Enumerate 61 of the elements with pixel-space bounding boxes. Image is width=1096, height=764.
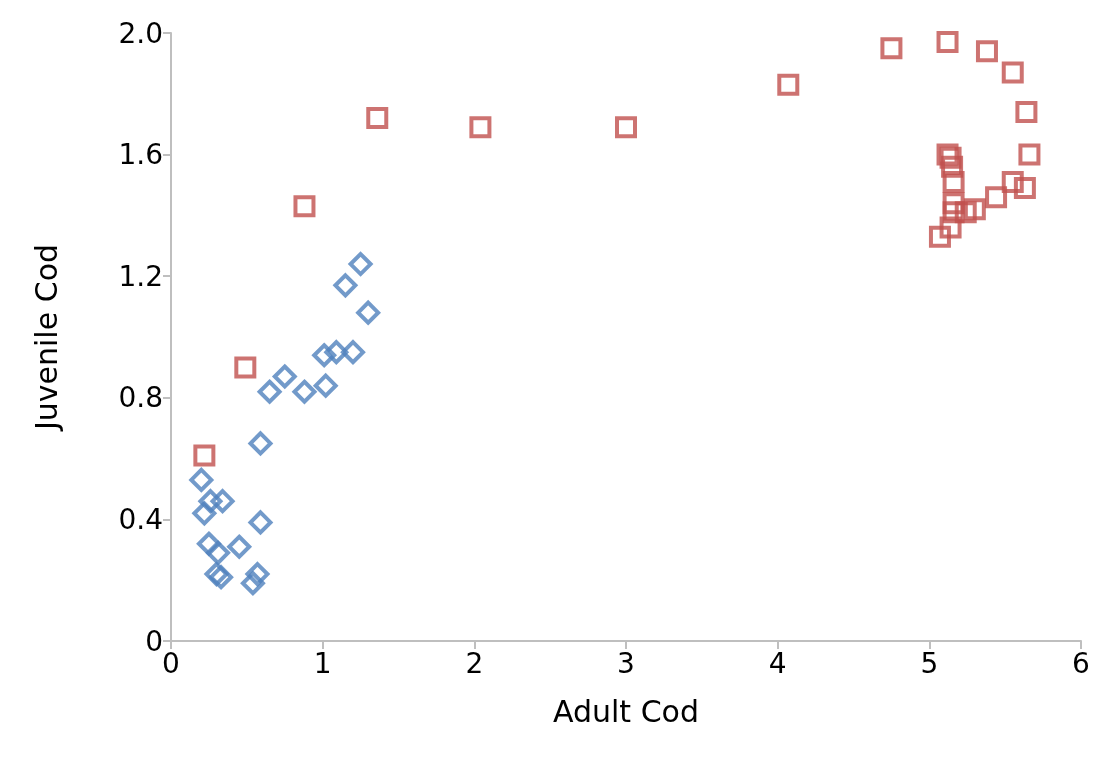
y-tick-label: 0 <box>145 624 163 658</box>
point <box>963 198 986 221</box>
point <box>615 116 637 139</box>
point <box>939 216 962 239</box>
point <box>210 489 235 514</box>
point <box>248 510 273 535</box>
point <box>341 340 365 365</box>
point <box>189 467 214 492</box>
point <box>192 501 217 526</box>
point <box>985 186 1008 209</box>
x-tick-label: 2 <box>465 646 484 680</box>
point <box>954 201 977 224</box>
point <box>777 73 800 96</box>
point <box>204 562 229 587</box>
point <box>880 37 903 60</box>
x-tick-label: 6 <box>1072 646 1090 680</box>
y-tick-label: 0.8 <box>118 381 163 415</box>
x-tick-label: 1 <box>313 646 332 680</box>
point <box>333 273 358 298</box>
point <box>942 170 965 193</box>
point <box>936 31 959 54</box>
point <box>942 201 965 224</box>
x-axis-title: Adult Cod <box>552 693 700 729</box>
point <box>975 40 998 63</box>
x-tick-label: 3 <box>617 646 635 680</box>
point <box>312 343 337 368</box>
point <box>1015 101 1038 124</box>
point <box>1013 177 1036 200</box>
point <box>356 300 381 325</box>
point <box>941 155 964 178</box>
x-tick-label: 5 <box>920 646 939 680</box>
point <box>196 531 221 556</box>
point <box>292 379 317 404</box>
point <box>469 116 492 139</box>
point <box>942 192 965 215</box>
point <box>1001 61 1024 84</box>
point <box>324 340 349 365</box>
y-tick-label: 1.2 <box>118 259 163 293</box>
point <box>1001 170 1024 193</box>
point <box>293 195 316 218</box>
y-axis-title: Juvenile Cod <box>28 243 64 433</box>
point <box>209 565 234 590</box>
point <box>234 356 257 379</box>
point <box>240 571 265 596</box>
point <box>313 373 338 398</box>
point <box>227 534 252 559</box>
point <box>366 107 389 130</box>
point <box>928 225 951 248</box>
point <box>245 562 270 587</box>
point <box>348 252 373 277</box>
point <box>206 540 231 565</box>
point <box>257 379 282 404</box>
y-tick-label: 0.4 <box>118 502 163 536</box>
point <box>198 489 223 514</box>
point <box>248 431 273 456</box>
point <box>272 364 297 389</box>
y-tick-label: 1.6 <box>118 138 163 172</box>
point <box>193 444 216 467</box>
y-tick-label: 2.0 <box>118 16 163 50</box>
point <box>1018 143 1041 166</box>
x-tick-label: 4 <box>768 646 787 680</box>
